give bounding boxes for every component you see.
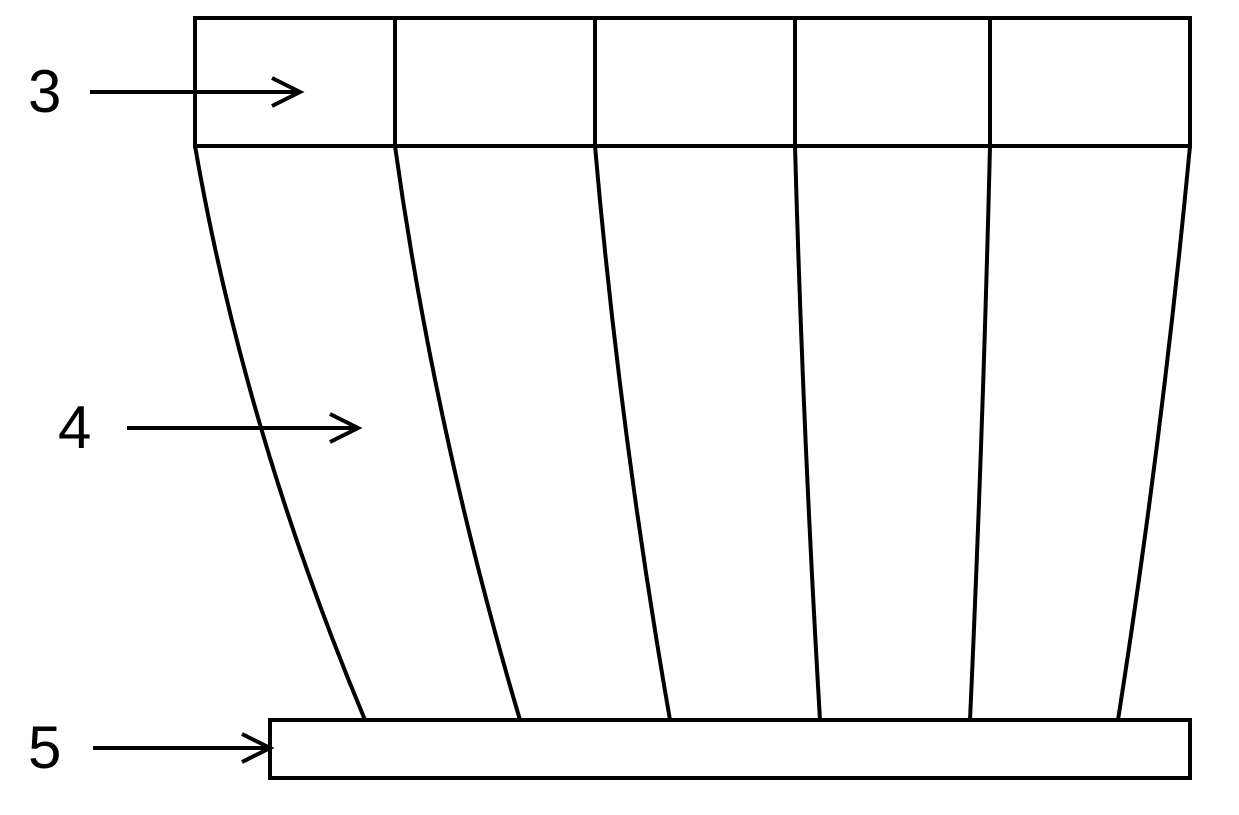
label-3: 3 bbox=[28, 62, 61, 122]
technical-diagram bbox=[0, 0, 1239, 815]
label-5: 5 bbox=[28, 718, 61, 778]
label-4: 4 bbox=[58, 398, 91, 458]
